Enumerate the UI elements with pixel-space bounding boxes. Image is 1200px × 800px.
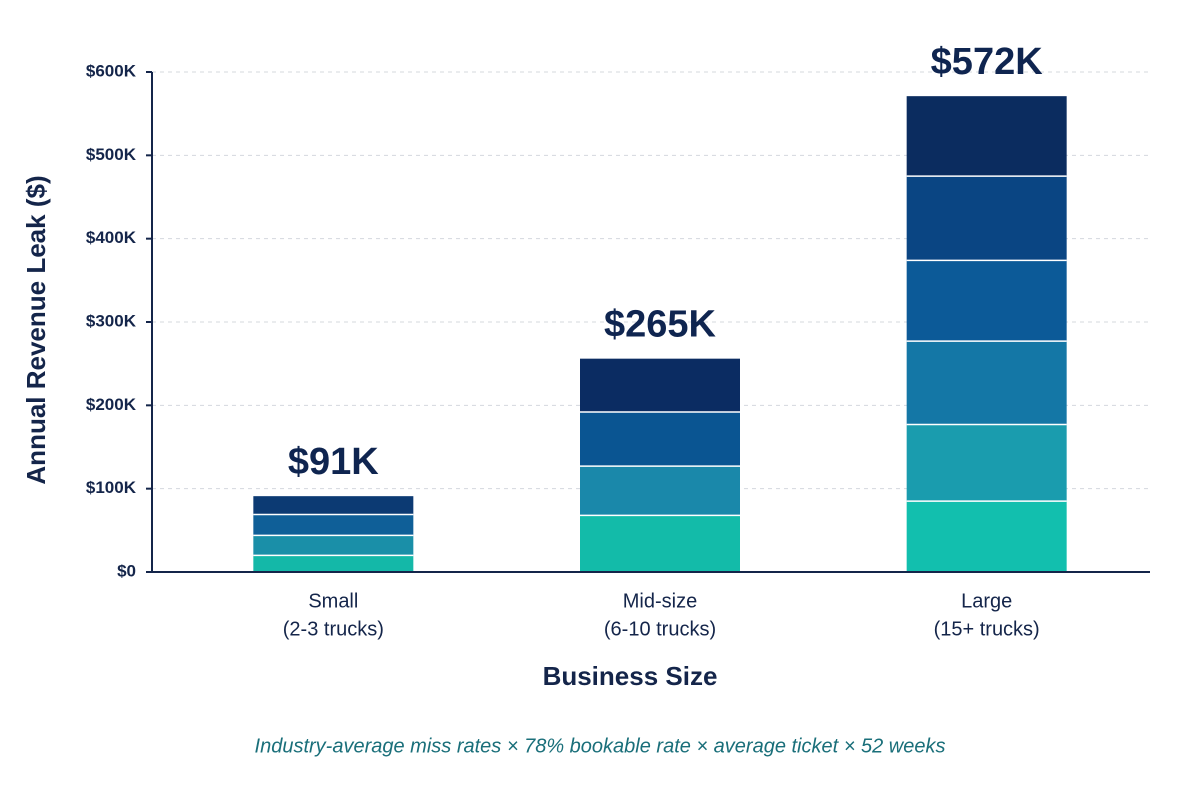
total-label: $572K (931, 41, 1044, 83)
bar-segment (580, 358, 740, 412)
total-label: $265K (604, 304, 717, 346)
x-tick-note: (15+ trucks) (934, 618, 1040, 640)
bar-segment (253, 535, 414, 556)
bar-segment (906, 501, 1067, 572)
bar-segment (906, 260, 1067, 342)
bar-segment (580, 466, 740, 516)
footnote: Industry-average miss rates × 78% bookab… (255, 735, 946, 757)
x-tick-label: Small (308, 590, 358, 612)
y-tick-label: $0 (117, 561, 136, 580)
bar-segment (906, 176, 1067, 261)
bar-segment (906, 424, 1067, 502)
y-tick-label: $400K (86, 228, 137, 247)
x-tick-label: Large (961, 590, 1012, 612)
x-axis-title: Business Size (543, 661, 718, 691)
y-tick-label: $500K (86, 145, 137, 164)
x-tick-note: (2-3 trucks) (283, 618, 384, 640)
x-tick-note: (6-10 trucks) (604, 618, 716, 640)
y-tick-label: $600K (86, 61, 137, 80)
y-tick-label: $200K (86, 395, 137, 414)
bar-segment (906, 96, 1067, 177)
bar-segment (253, 514, 414, 536)
bar-segment (253, 555, 414, 572)
x-tick-label: Mid-size (623, 590, 697, 612)
total-label: $91K (288, 441, 379, 483)
bar-segment (580, 412, 740, 467)
bar-segment (906, 341, 1067, 425)
y-tick-label: $300K (86, 311, 137, 330)
y-axis-title: Annual Revenue Leak ($) (21, 175, 51, 484)
y-tick-label: $100K (86, 478, 137, 497)
bar-segment (580, 515, 740, 572)
bar-segment (253, 496, 414, 515)
